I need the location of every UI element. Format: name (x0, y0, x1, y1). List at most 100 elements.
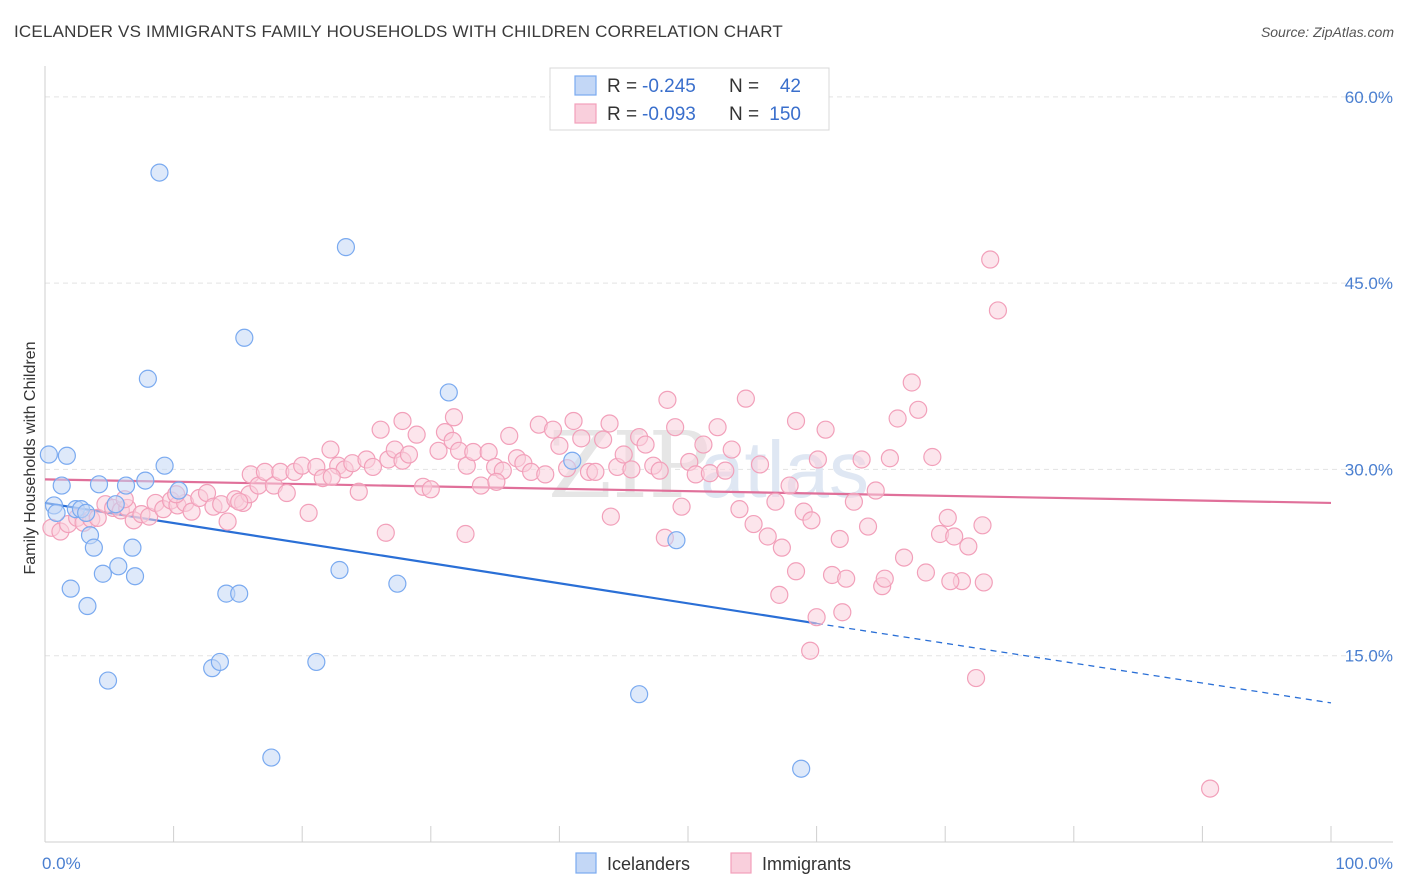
icelander-point-9 (78, 596, 97, 616)
immigrant-point-60 (471, 476, 491, 495)
icelander-point-29 (235, 328, 254, 347)
immigrant-point-51 (407, 425, 426, 444)
immigrant-point-131 (981, 250, 1000, 269)
immigrant-point-118 (888, 409, 907, 428)
icelander-point-13 (93, 564, 112, 583)
legend-n-label-1: N = (729, 76, 759, 97)
immigrant-point-69 (536, 465, 555, 484)
icelander-point-20 (136, 471, 155, 490)
icelander-point-18 (123, 538, 142, 557)
immigrant-point-83 (636, 435, 655, 454)
icelander-point-12 (89, 475, 109, 494)
immigrant-point-138 (376, 523, 395, 542)
immigrant-point-120 (902, 373, 921, 392)
immigrant-point-87 (666, 418, 685, 437)
icelander-point-39 (792, 759, 811, 778)
immigrant-point-144 (833, 603, 852, 622)
immigrant-point-128 (959, 537, 978, 556)
icelander-point-30 (262, 748, 281, 767)
immigrant-point-81 (622, 460, 641, 479)
immigrant-point-102 (772, 538, 791, 557)
data-points (39, 163, 1220, 798)
x-tick-labels: 0.0% 100.0% (42, 854, 1393, 873)
immigrant-point-125 (938, 508, 957, 527)
legend-r-value-2: -0.093 (642, 104, 696, 125)
immigrant-point-88 (672, 497, 691, 516)
immigrant-point-104 (786, 411, 806, 431)
immigrant-point-91 (694, 435, 713, 454)
grid-lines (45, 96, 1393, 657)
icelander-point-11 (84, 538, 103, 557)
icelander-point-19 (125, 567, 145, 586)
legend-r-label-2: R = (607, 104, 637, 125)
immigrant-point-74 (572, 429, 591, 448)
bottom-legend-swatch-icelanders (575, 852, 597, 874)
bottom-legend: Icelanders Immigrants (575, 852, 851, 874)
legend-swatch-icelanders (574, 75, 597, 96)
immigrant-point-117 (880, 449, 900, 468)
immigrant-point-96 (730, 500, 749, 519)
immigrant-point-85 (650, 461, 669, 480)
immigrant-point-149 (230, 492, 249, 511)
immigrant-point-111 (837, 569, 856, 588)
x-tick-label-1: 100.0% (1335, 854, 1393, 873)
immigrant-point-146 (393, 411, 412, 431)
y-tick-label-3: 60.0% (1345, 88, 1393, 107)
immigrant-point-148 (322, 467, 341, 486)
immigrant-point-145 (444, 408, 464, 427)
immigrant-point-141 (1201, 779, 1220, 798)
icelander-point-5 (61, 579, 80, 598)
x-tick-label-0: 0.0% (42, 854, 81, 873)
immigrant-point-76 (586, 462, 605, 482)
immigrant-point-80 (614, 445, 633, 464)
icelander-point-38 (667, 531, 686, 550)
immigrant-point-99 (750, 455, 770, 474)
immigrant-point-110 (830, 529, 849, 549)
icelander-point-8 (77, 503, 96, 522)
immigrant-point-152 (601, 507, 620, 526)
immigrant-point-126 (945, 527, 964, 546)
y-tick-label-2: 45.0% (1345, 274, 1393, 293)
icelander-point-37 (630, 685, 649, 704)
immigrant-point-123 (923, 447, 942, 467)
icelander-point-21 (138, 369, 157, 388)
immigrant-point-19 (182, 502, 201, 521)
immigrant-point-130 (974, 573, 993, 592)
immigrant-point-113 (852, 450, 871, 469)
y-tick-label-0: 15.0% (1345, 647, 1393, 666)
immigrant-point-36 (299, 503, 318, 522)
source-label: Source: ZipAtlas.com (1260, 24, 1394, 40)
immigrant-point-86 (658, 390, 677, 409)
icelander-point-2 (47, 503, 66, 522)
bottom-legend-swatch-immigrants (730, 852, 752, 874)
immigrant-point-139 (456, 524, 475, 544)
immigrant-point-53 (421, 480, 440, 499)
icelander-point-0 (39, 445, 58, 464)
immigrant-point-136 (801, 641, 820, 660)
icelanders-trend-extension (816, 622, 1332, 704)
icelander-point-4 (57, 446, 76, 465)
immigrant-point-45 (363, 457, 383, 477)
y-axis-title: Family Households with Children (22, 342, 39, 575)
immigrant-point-122 (916, 563, 936, 582)
immigrant-point-106 (802, 511, 821, 530)
immigrant-point-129 (966, 668, 986, 688)
immigrant-point-39 (321, 440, 340, 459)
icelander-point-3 (52, 476, 71, 495)
icelander-point-32 (330, 560, 349, 580)
icelander-point-26 (210, 652, 229, 672)
immigrant-point-54 (429, 441, 448, 460)
immigrant-point-132 (988, 301, 1008, 320)
immigrant-point-140 (941, 572, 960, 591)
legend-n-label-2: N = (729, 104, 759, 125)
icelander-point-24 (169, 481, 188, 500)
legend-swatch-immigrants (574, 103, 597, 124)
immigrant-point-135 (786, 562, 806, 581)
immigrant-point-33 (277, 483, 296, 503)
immigrant-point-70 (543, 420, 563, 439)
y-tick-label-1: 30.0% (1345, 460, 1393, 479)
immigrant-point-114 (858, 517, 878, 536)
immigrant-point-108 (816, 420, 835, 439)
icelander-point-15 (106, 495, 125, 514)
immigrant-point-101 (766, 492, 785, 511)
